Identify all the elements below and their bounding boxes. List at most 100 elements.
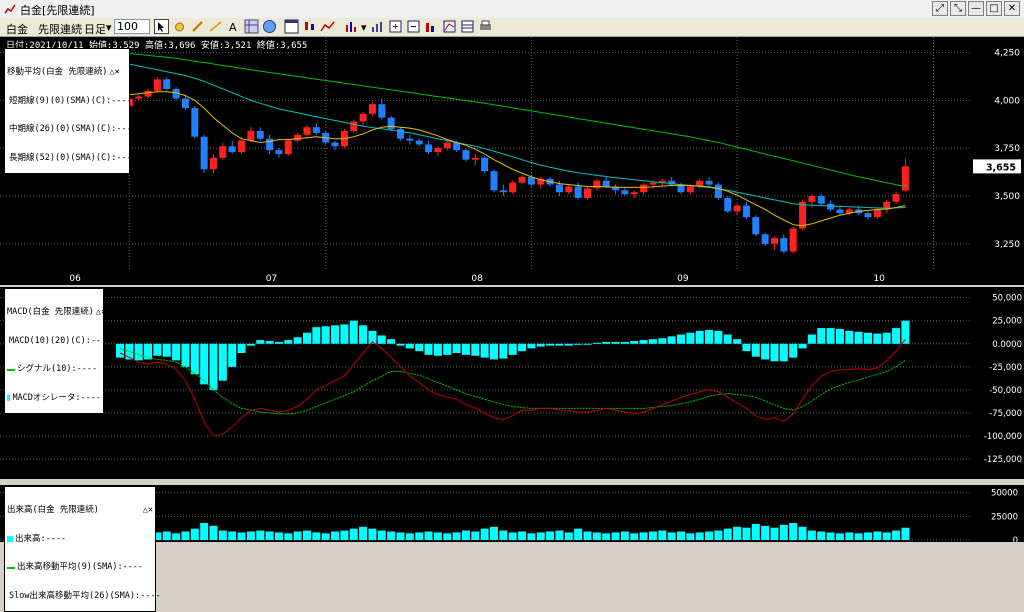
volume-legend-ma9: 出来高移動平均(9)(SMA):---- (7, 562, 153, 573)
last-price-box (973, 159, 1021, 174)
volume-bar (461, 530, 470, 540)
volume-bar (705, 531, 714, 540)
macd-tick-label: -125,000 (984, 455, 1022, 465)
period-dropdown-icon[interactable]: ▾ (106, 21, 112, 34)
oscillator-bar (246, 343, 255, 346)
print-icon[interactable] (478, 19, 493, 34)
volume-bar (882, 532, 891, 540)
price-tick-label: 3,250 (994, 240, 1020, 250)
volume-bar (555, 530, 564, 540)
volume-bar (499, 530, 508, 540)
pencil-icon[interactable] (190, 19, 205, 34)
symbol-selector[interactable]: 白金 (6, 23, 28, 36)
oscillator-bar (508, 343, 517, 355)
price-panel[interactable] (0, 37, 972, 271)
volume-bar (845, 532, 854, 540)
price-chart[interactable] (0, 37, 972, 271)
oscillator-bar (733, 339, 742, 344)
candle-body (630, 192, 638, 195)
candle-body (462, 150, 470, 160)
candle-body (397, 129, 404, 139)
legend-toggle-icon[interactable]: △✕ (142, 505, 153, 515)
macd-chart[interactable] (0, 287, 972, 479)
text-tool-icon[interactable]: A (226, 19, 241, 34)
date-tick-label: 07 (266, 274, 277, 284)
candle-body (555, 184, 563, 193)
pointer-icon[interactable] (154, 19, 169, 34)
zoom-out-chart-icon[interactable] (406, 19, 421, 34)
oscillator-bar (433, 343, 442, 356)
volume-bar (892, 530, 901, 540)
candle-chart-icon[interactable] (302, 19, 317, 34)
volume-bar (303, 530, 311, 540)
oscillator-bar (405, 343, 414, 349)
contract-selector[interactable]: 先限連続 (38, 23, 82, 36)
volume-bar (274, 532, 283, 540)
legend-toggle-icon[interactable]: △✕ (109, 67, 120, 77)
bar-chart-icon[interactable] (424, 19, 439, 34)
volume-bar (677, 531, 685, 540)
ma-legend-mid: 中期線(26)(0)(SMA)(C):---- (7, 124, 137, 135)
oscillator-bar (368, 330, 377, 344)
volume-axis: 50000 25000 0 (972, 485, 1024, 546)
legend-label: 出来高移動平均(9)(SMA):---- (17, 562, 144, 572)
oscillator-bar (359, 325, 368, 344)
macd-line (119, 338, 906, 437)
volume-bar (190, 528, 199, 540)
date-tick-label: 10 (873, 274, 885, 284)
legend-toggle-icon[interactable]: △✕ (95, 307, 107, 317)
oscillator-bar (172, 343, 181, 361)
candle-body (453, 142, 461, 151)
candle-body (780, 238, 788, 252)
indicator-dropdown-icon[interactable]: ▾ (361, 21, 367, 34)
scale-chart-icon[interactable] (442, 19, 457, 34)
oscillator-bar (499, 343, 508, 359)
volume-bar (172, 533, 181, 540)
volume-bar (574, 528, 583, 540)
close-button[interactable]: ✕ (1004, 1, 1020, 16)
compare-chart-icon[interactable] (320, 19, 335, 34)
candle-body (612, 186, 620, 191)
oscillator-bar (564, 343, 573, 346)
candle-body (789, 228, 797, 252)
hand-icon[interactable] (172, 19, 187, 34)
table-view-icon[interactable] (460, 19, 475, 34)
volume-bar (901, 527, 910, 540)
oscillator-bar (153, 343, 162, 356)
volume-bar (695, 532, 704, 540)
minimize-button[interactable]: — (968, 1, 984, 16)
candle-body (724, 197, 732, 212)
legend-label: MACD(10)(20)(C):---- (9, 335, 112, 346)
line-draw-icon[interactable] (208, 19, 223, 34)
oscillator-bar (761, 343, 770, 360)
bars-count-input[interactable]: 100 (114, 19, 150, 34)
price-axis: 4,250 4,000 3,750 3,500 3,250 3,655 (972, 37, 1024, 285)
maximize-button[interactable]: □ (986, 1, 1002, 16)
candle-body (574, 186, 582, 198)
oscillator-bar (882, 332, 891, 344)
link-icon[interactable]: ⤢ (932, 1, 948, 16)
candle-body (294, 134, 302, 141)
candle-body (640, 184, 648, 193)
candle-body (163, 79, 171, 89)
volume-chart-icon[interactable] (370, 19, 385, 34)
globe-icon[interactable] (262, 19, 277, 34)
volume-panel[interactable] (0, 485, 972, 542)
oscillator-bar (274, 341, 283, 344)
candle-body (714, 184, 722, 198)
candle-body (845, 209, 853, 214)
zoom-in-chart-icon[interactable] (388, 19, 403, 34)
candle-body (443, 142, 451, 149)
unlink-icon[interactable]: ⤡ (950, 1, 966, 16)
period-selector[interactable]: 日足 (84, 23, 106, 36)
window-layout-icon[interactable] (284, 19, 299, 34)
grid-icon[interactable] (244, 19, 259, 34)
macd-panel[interactable] (0, 287, 972, 479)
oscillator-bar (387, 339, 396, 344)
indicator-chart-icon[interactable] (344, 19, 359, 34)
legend-label: 出来高:---- (15, 533, 67, 544)
title-bar: 白金[先限連続] ⤢ ⤡ — □ ✕ (0, 0, 1024, 19)
oscillator-bar (237, 343, 246, 353)
candle-body (350, 121, 358, 131)
candle-body (761, 234, 769, 244)
